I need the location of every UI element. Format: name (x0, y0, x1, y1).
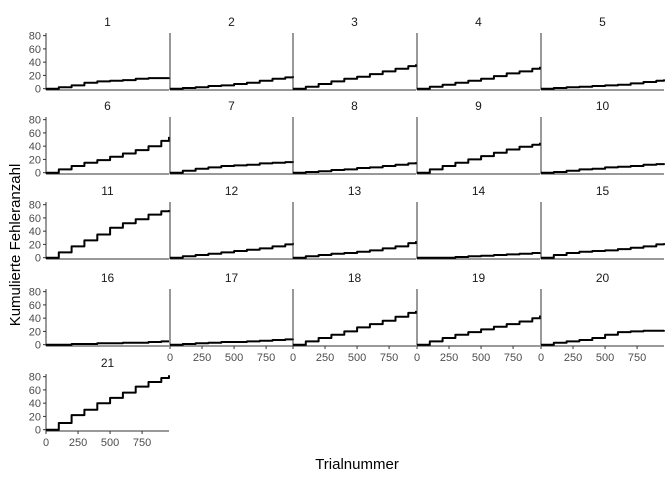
x-axis-title: Trialnummer (315, 456, 399, 473)
y-tick-label: 40 (29, 141, 41, 153)
series-line (293, 64, 417, 90)
y-tick-label: 0 (35, 340, 41, 352)
series-line (541, 329, 665, 346)
panel-label: 19 (472, 271, 486, 285)
x-tick-label: 0 (167, 352, 173, 364)
panel-label: 1 (104, 15, 111, 29)
series-line (46, 340, 169, 346)
x-tick-label: 250 (440, 352, 458, 364)
series-line (46, 375, 170, 431)
series-line (293, 310, 417, 346)
panel-label: 3 (351, 15, 358, 29)
y-tick-label: 20 (29, 411, 41, 423)
x-tick-label: 750 (628, 352, 646, 364)
x-tick-label: 0 (414, 352, 420, 364)
x-tick-label: 500 (225, 352, 243, 364)
y-tick-label: 80 (29, 372, 41, 384)
series-line (417, 252, 541, 259)
x-tick-label: 250 (564, 352, 582, 364)
x-tick-label: 750 (504, 352, 522, 364)
y-tick-label: 40 (29, 57, 41, 69)
y-tick-label: 80 (29, 287, 41, 299)
y-tick-label: 60 (29, 385, 41, 397)
panel-label: 7 (228, 99, 235, 113)
y-tick-label: 40 (29, 226, 41, 238)
y-tick-label: 80 (29, 115, 41, 127)
y-tick-label: 40 (29, 398, 41, 410)
series-line (46, 77, 170, 90)
panel-label: 4 (475, 15, 482, 29)
panel-label: 18 (348, 271, 362, 285)
y-tick-label: 60 (29, 213, 41, 225)
y-tick-label: 60 (29, 128, 41, 140)
y-axis-title: Kumulierte Fehleranzahl (7, 164, 24, 327)
x-tick-label: 500 (348, 352, 366, 364)
y-tick-label: 40 (29, 313, 41, 325)
x-tick-label: 250 (193, 352, 211, 364)
series-line (541, 243, 665, 259)
x-tick-label: 500 (472, 352, 490, 364)
panel-label: 14 (472, 184, 486, 198)
y-tick-label: 60 (29, 44, 41, 56)
panel-label: 12 (225, 184, 239, 198)
y-tick-label: 20 (29, 239, 41, 251)
panel-label: 5 (599, 15, 606, 29)
series-line (170, 243, 294, 259)
y-tick-label: 80 (29, 31, 41, 43)
series-line (541, 79, 665, 90)
y-tick-label: 20 (29, 70, 41, 82)
series-line (46, 136, 170, 174)
panel-label: 20 (596, 271, 610, 285)
panel-label: 17 (225, 271, 239, 285)
series-line (170, 161, 294, 174)
panel-label: 8 (351, 99, 358, 113)
panel-label: 9 (475, 99, 482, 113)
series-line (293, 241, 417, 259)
series-line (417, 66, 541, 90)
y-tick-label: 20 (29, 326, 41, 338)
x-tick-label: 500 (101, 437, 119, 449)
series-line (293, 162, 417, 174)
series-line (417, 315, 541, 346)
y-tick-label: 60 (29, 300, 41, 312)
x-tick-label: 0 (43, 437, 49, 449)
x-tick-label: 0 (538, 352, 544, 364)
series-line (541, 163, 665, 174)
series-line (46, 210, 170, 259)
y-tick-label: 0 (35, 425, 41, 437)
x-tick-label: 500 (596, 352, 614, 364)
x-tick-label: 250 (316, 352, 334, 364)
x-tick-label: 750 (257, 352, 275, 364)
y-tick-label: 0 (35, 168, 41, 180)
panel-label: 10 (596, 99, 610, 113)
panel-label: 6 (104, 99, 111, 113)
panel-label: 15 (596, 184, 610, 198)
y-tick-label: 0 (35, 84, 41, 96)
x-tick-label: 750 (380, 352, 398, 364)
series-line (170, 338, 294, 346)
y-tick-label: 80 (29, 200, 41, 212)
panel-label: 13 (348, 184, 362, 198)
y-tick-label: 20 (29, 154, 41, 166)
panel-label: 2 (228, 15, 235, 29)
y-tick-label: 0 (35, 253, 41, 265)
panel-label: 16 (101, 271, 115, 285)
panel-label: 11 (101, 184, 114, 198)
series-line (417, 142, 541, 174)
panel-label: 21 (101, 356, 115, 370)
x-tick-label: 0 (290, 352, 296, 364)
x-tick-label: 750 (133, 437, 151, 449)
x-tick-label: 250 (69, 437, 87, 449)
series-line (170, 76, 294, 90)
